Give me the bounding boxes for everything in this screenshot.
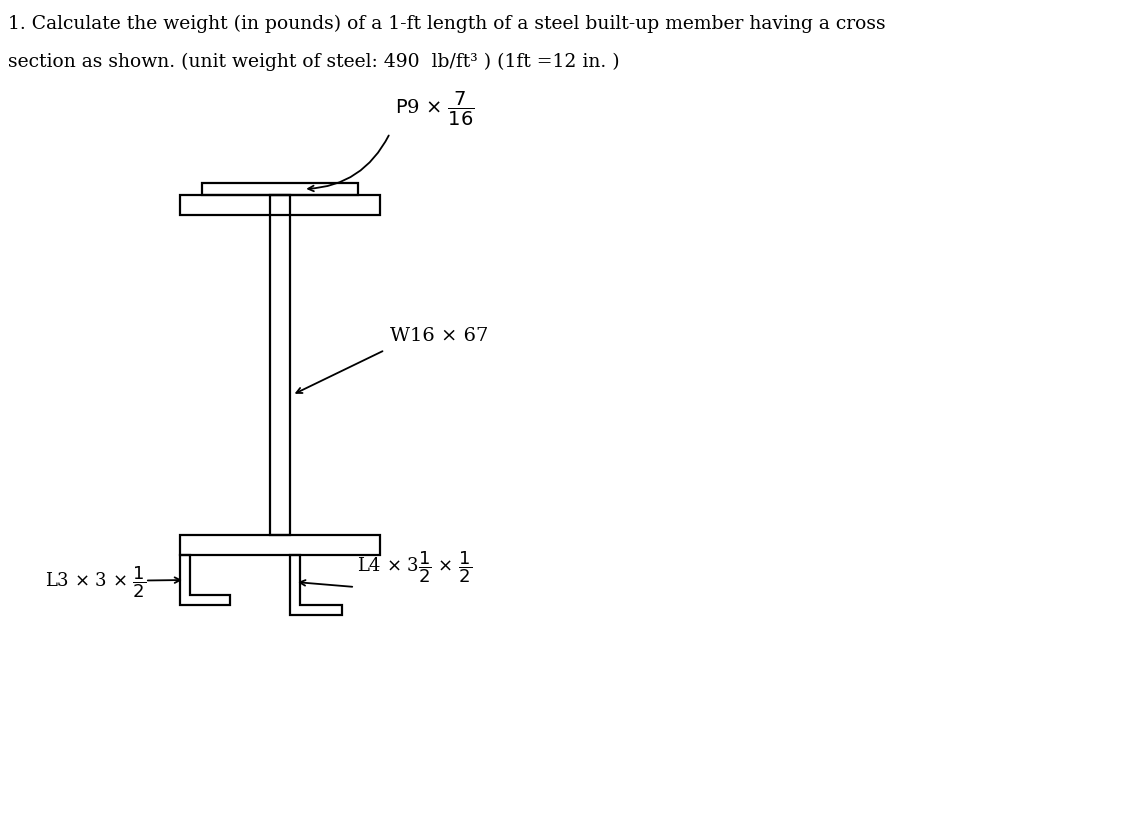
Text: section as shown. (unit weight of steel: 490  lb/ft³ ) (1ft =12 in. ): section as shown. (unit weight of steel:… — [8, 53, 620, 71]
Text: 1. Calculate the weight (in pounds) of a 1-ft length of a steel built-up member : 1. Calculate the weight (in pounds) of a… — [8, 15, 886, 33]
Text: L4 $\times$ 3$\dfrac{1}{2}$ $\times$ $\dfrac{1}{2}$: L4 $\times$ 3$\dfrac{1}{2}$ $\times$ $\d… — [357, 549, 472, 585]
Text: W16 × 67: W16 × 67 — [390, 327, 488, 345]
Text: $\sf{P}$9 $\times$ $\dfrac{7}{16}$: $\sf{P}$9 $\times$ $\dfrac{7}{16}$ — [395, 90, 474, 128]
Text: L3 $\times$ 3 $\times$ $\dfrac{1}{2}$: L3 $\times$ 3 $\times$ $\dfrac{1}{2}$ — [45, 564, 146, 601]
